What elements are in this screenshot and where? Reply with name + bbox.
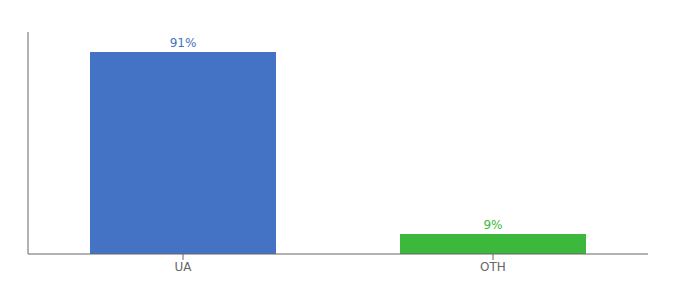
svg-text:UA: UA (175, 260, 193, 274)
svg-text:91%: 91% (170, 36, 197, 50)
svg-text:9%: 9% (483, 218, 502, 232)
svg-text:OTH: OTH (480, 260, 506, 274)
